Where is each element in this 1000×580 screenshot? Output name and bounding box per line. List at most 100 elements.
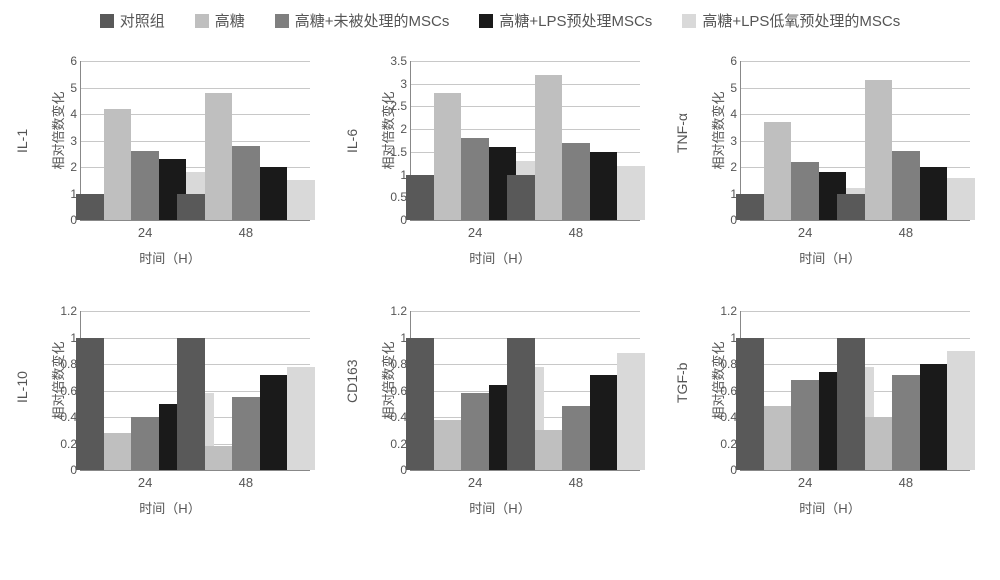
bar	[947, 178, 974, 220]
bar	[131, 417, 158, 470]
chart-panel: IL-10相对倍数变化00.20.40.60.811.22448时间（H）	[20, 301, 320, 521]
chart-panel: IL-6相对倍数变化00.511.522.533.52448时间（H）	[350, 51, 650, 271]
x-tick-label: 48	[239, 475, 253, 490]
plot-area: 01234562448	[80, 61, 310, 221]
bars	[81, 61, 310, 220]
bars	[741, 311, 970, 470]
legend-item: 高糖	[195, 10, 245, 31]
x-tick-label: 48	[569, 225, 583, 240]
bar	[535, 430, 562, 470]
bar	[590, 152, 617, 220]
bar	[617, 166, 644, 221]
bars	[741, 61, 970, 220]
bar	[617, 353, 644, 470]
bar	[461, 138, 488, 220]
legend-label: 高糖+未被处理的MSCs	[295, 10, 450, 31]
y-tick-label: 1.5	[381, 145, 407, 159]
y-tick-label: 0	[51, 213, 77, 227]
y-tick-label: 0.2	[51, 437, 77, 451]
x-axis-label: 时间（H）	[139, 498, 200, 517]
bar	[892, 375, 919, 470]
y-tick-label: 1	[711, 331, 737, 345]
y-tick-label: 0.5	[381, 190, 407, 204]
y-tick-label: 5	[711, 81, 737, 95]
y-tick-label: 3	[711, 134, 737, 148]
plot-area: 00.20.40.60.811.22448	[80, 311, 310, 471]
y-tick-label: 0.6	[381, 384, 407, 398]
y-tick-label: 0.6	[711, 384, 737, 398]
legend-item: 对照组	[100, 10, 165, 31]
x-tick-label: 24	[138, 475, 152, 490]
y-tick-label: 1	[711, 187, 737, 201]
legend-item: 高糖+未被处理的MSCs	[275, 10, 450, 31]
bar	[590, 375, 617, 470]
x-tick-label: 48	[239, 225, 253, 240]
bar	[131, 151, 158, 220]
legend-label: 对照组	[120, 10, 165, 31]
bar	[837, 194, 864, 221]
plot-area: 00.511.522.533.52448	[410, 61, 640, 221]
y-tick-label: 0.2	[381, 437, 407, 451]
chart-panel: TNF-α相对倍数变化01234562448时间（H）	[680, 51, 980, 271]
y-tick-label: 0.8	[711, 357, 737, 371]
x-tick-label: 24	[798, 475, 812, 490]
y-tick-label: 0.4	[381, 410, 407, 424]
y-tick-label: 0.8	[51, 357, 77, 371]
bar	[461, 393, 488, 470]
x-axis-label: 时间（H）	[469, 248, 530, 267]
bar	[104, 433, 131, 470]
y-tick-label: 2	[381, 122, 407, 136]
bar	[791, 380, 818, 470]
x-tick-label: 24	[798, 225, 812, 240]
y-tick-label: 0	[711, 463, 737, 477]
y-tick-label: 0.8	[381, 357, 407, 371]
bars	[411, 311, 640, 470]
y-tick-label: 0	[711, 213, 737, 227]
chart-panel: CD163相对倍数变化00.20.40.60.811.22448时间（H）	[350, 301, 650, 521]
y-tick-label: 6	[51, 54, 77, 68]
y-tick-label: 2	[711, 160, 737, 174]
y-tick-label: 2.5	[381, 99, 407, 113]
legend-label: 高糖+LPS预处理MSCs	[499, 10, 652, 31]
bar	[791, 162, 818, 220]
x-tick-label: 24	[138, 225, 152, 240]
y-tick-label: 0	[381, 213, 407, 227]
bar	[434, 420, 461, 470]
bar	[177, 194, 204, 221]
x-axis-label: 时间（H）	[799, 498, 860, 517]
y-tick-label: 0.4	[711, 410, 737, 424]
bars	[81, 311, 310, 470]
legend-swatch	[682, 14, 696, 28]
figure-page: 对照组 高糖 高糖+未被处理的MSCs 高糖+LPS预处理MSCs 高糖+LPS低氧预处…	[0, 0, 1000, 580]
x-tick-label: 24	[468, 475, 482, 490]
y-axis-label: 相对倍数变化	[378, 341, 397, 419]
y-tick-label: 0.2	[711, 437, 737, 451]
bar	[76, 338, 103, 471]
bar	[736, 194, 763, 221]
bars	[411, 61, 640, 220]
chart-title: IL-6	[344, 129, 360, 153]
legend-item: 高糖+LPS低氧预处理的MSCs	[682, 10, 900, 31]
y-tick-label: 4	[711, 107, 737, 121]
bar	[76, 194, 103, 221]
bar	[507, 175, 534, 220]
x-tick-label: 48	[569, 475, 583, 490]
plot-area: 00.20.40.60.811.22448	[740, 311, 970, 471]
bar	[764, 406, 791, 470]
legend-label: 高糖+LPS低氧预处理的MSCs	[702, 10, 900, 31]
y-tick-label: 3	[51, 134, 77, 148]
legend: 对照组 高糖 高糖+未被处理的MSCs 高糖+LPS预处理MSCs 高糖+LPS低氧预处…	[20, 10, 980, 31]
bar	[406, 175, 433, 220]
plot-area: 00.20.40.60.811.22448	[410, 311, 640, 471]
y-axis-label: 相对倍数变化	[708, 91, 727, 169]
legend-label: 高糖	[215, 10, 245, 31]
bar	[205, 93, 232, 220]
legend-swatch	[275, 14, 289, 28]
chart-title: TNF-α	[674, 113, 690, 153]
bar	[406, 338, 433, 471]
x-tick-label: 48	[899, 475, 913, 490]
y-tick-label: 1.2	[711, 304, 737, 318]
bar	[232, 146, 259, 220]
y-tick-label: 0.4	[51, 410, 77, 424]
bar	[865, 80, 892, 220]
